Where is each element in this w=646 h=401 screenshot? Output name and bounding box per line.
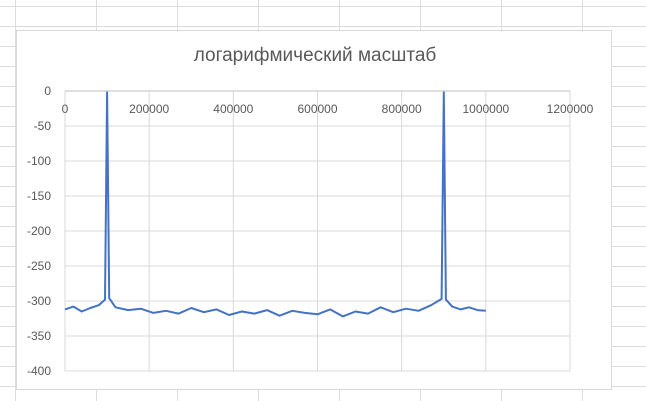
y-tick-label: -250 xyxy=(27,259,51,273)
chart-area[interactable]: логарифмический масштаб xyxy=(16,30,612,390)
series-line xyxy=(64,91,486,318)
y-tick-label: -350 xyxy=(27,329,51,343)
x-tick-label: 1000000 xyxy=(462,102,509,116)
y-tick-label: -400 xyxy=(27,364,51,378)
x-tick-label: 0 xyxy=(62,102,69,116)
y-tick-label: -200 xyxy=(27,224,51,238)
x-tick-label: 800000 xyxy=(382,102,422,116)
y-tick-label: -300 xyxy=(27,294,51,308)
y-tick-label: -50 xyxy=(34,119,52,133)
chart-title: логарифмический масштаб xyxy=(193,45,437,66)
x-tick-label: 400000 xyxy=(213,102,253,116)
y-tick-label: -100 xyxy=(27,154,51,168)
y-tick-label: 0 xyxy=(44,84,51,98)
y-tick-label: -150 xyxy=(27,189,51,203)
x-tick-label: 1200000 xyxy=(547,102,594,116)
x-tick-label: 600000 xyxy=(297,102,337,116)
x-tick-label: 200000 xyxy=(129,102,169,116)
